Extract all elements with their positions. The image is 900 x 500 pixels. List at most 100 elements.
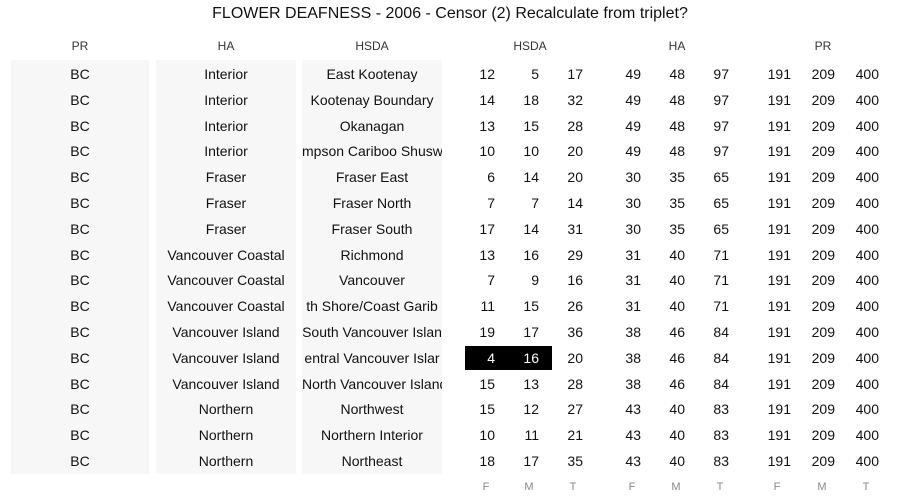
cell-ha[interactable]: Vancouver Coastal <box>167 272 285 288</box>
cell-ha-f[interactable]: 31 <box>625 272 641 288</box>
cell-pr-f[interactable]: 191 <box>767 376 791 392</box>
cell-pr-f[interactable]: 191 <box>767 143 791 159</box>
cell-hsda-t[interactable]: 21 <box>567 427 583 443</box>
cell-ha-f[interactable]: 31 <box>625 298 641 314</box>
cell-hsda[interactable]: Fraser North <box>332 195 412 211</box>
cell-pr-f[interactable]: 191 <box>767 221 791 237</box>
cell-hsda-f[interactable]: 12 <box>479 66 495 82</box>
cell-pr-t[interactable]: 400 <box>855 195 879 211</box>
cell-pr[interactable]: BC <box>70 298 90 314</box>
cell-ha[interactable]: Interior <box>204 92 248 108</box>
cell-pr[interactable]: BC <box>70 92 90 108</box>
cell-pr-f[interactable]: 191 <box>767 272 791 288</box>
cell-hsda-f[interactable]: 13 <box>479 118 495 134</box>
cell-pr[interactable]: BC <box>70 143 90 159</box>
cell-hsda-m[interactable]: 12 <box>523 401 539 417</box>
cell-hsda-f[interactable]: 19 <box>479 324 495 340</box>
cell-pr-t[interactable]: 400 <box>855 427 879 443</box>
cell-pr-t[interactable]: 400 <box>855 169 879 185</box>
cell-pr[interactable]: BC <box>70 169 90 185</box>
cell-ha-t[interactable]: 65 <box>713 195 729 211</box>
cell-hsda-m[interactable]: 11 <box>524 427 539 443</box>
cell-pr-m[interactable]: 209 <box>811 376 835 392</box>
cell-pr-f[interactable]: 191 <box>767 427 791 443</box>
cell-pr[interactable]: BC <box>70 376 90 392</box>
cell-hsda-m[interactable]: 16 <box>523 350 539 366</box>
cell-hsda-t[interactable]: 16 <box>567 272 583 288</box>
cell-ha-t[interactable]: 71 <box>713 298 729 314</box>
cell-hsda[interactable]: Vancouver <box>339 272 405 288</box>
cell-pr-f[interactable]: 191 <box>767 195 791 211</box>
cell-ha[interactable]: Fraser <box>205 195 247 211</box>
cell-pr-f[interactable]: 191 <box>767 92 791 108</box>
cell-ha-t[interactable]: 65 <box>713 221 729 237</box>
cell-pr-m[interactable]: 209 <box>811 195 835 211</box>
cell-hsda-t[interactable]: 17 <box>567 66 583 82</box>
cell-pr-f[interactable]: 191 <box>767 66 791 82</box>
cell-pr[interactable]: BC <box>70 324 90 340</box>
cell-ha-m[interactable]: 35 <box>669 195 685 211</box>
cell-pr-f[interactable]: 191 <box>767 401 791 417</box>
cell-ha[interactable]: Interior <box>204 118 248 134</box>
cell-pr-t[interactable]: 400 <box>855 272 879 288</box>
cell-hsda-f[interactable]: 7 <box>487 272 495 288</box>
cell-ha-m[interactable]: 35 <box>669 169 685 185</box>
cell-pr-f[interactable]: 191 <box>767 350 791 366</box>
cell-hsda-t[interactable]: 27 <box>567 401 583 417</box>
cell-ha-m[interactable]: 46 <box>669 376 685 392</box>
cell-hsda[interactable]: Fraser South <box>331 221 413 237</box>
cell-ha-m[interactable]: 48 <box>669 143 685 159</box>
cell-pr-t[interactable]: 400 <box>855 453 879 469</box>
cell-hsda[interactable]: mpson Cariboo Shusw <box>302 143 442 159</box>
cell-ha-m[interactable]: 40 <box>669 427 685 443</box>
cell-pr[interactable]: BC <box>70 272 90 288</box>
cell-hsda-f[interactable]: 10 <box>479 427 495 443</box>
cell-pr-t[interactable]: 400 <box>855 118 879 134</box>
cell-ha-f[interactable]: 38 <box>625 324 641 340</box>
cell-hsda-f[interactable]: 15 <box>479 376 495 392</box>
cell-pr-m[interactable]: 209 <box>811 221 835 237</box>
cell-pr-f[interactable]: 191 <box>767 118 791 134</box>
cell-ha[interactable]: Interior <box>204 66 248 82</box>
cell-ha[interactable]: Fraser <box>205 169 247 185</box>
cell-ha[interactable]: Vancouver Coastal <box>167 247 285 263</box>
cell-ha-t[interactable]: 97 <box>713 66 729 82</box>
cell-pr-m[interactable]: 209 <box>811 401 835 417</box>
cell-ha[interactable]: Vancouver Island <box>172 350 280 366</box>
cell-pr[interactable]: BC <box>70 453 90 469</box>
cell-hsda-m[interactable]: 17 <box>523 324 539 340</box>
cell-ha-m[interactable]: 40 <box>669 247 685 263</box>
cell-ha-f[interactable]: 38 <box>625 376 641 392</box>
cell-pr-m[interactable]: 209 <box>811 350 835 366</box>
cell-pr-f[interactable]: 191 <box>767 298 791 314</box>
cell-hsda-f[interactable]: 11 <box>480 298 495 314</box>
cell-ha-m[interactable]: 46 <box>669 350 685 366</box>
cell-hsda-m[interactable]: 5 <box>531 66 539 82</box>
cell-hsda-t[interactable]: 20 <box>567 143 583 159</box>
cell-ha-m[interactable]: 40 <box>669 453 685 469</box>
cell-ha-f[interactable]: 49 <box>625 66 641 82</box>
cell-hsda-t[interactable]: 26 <box>567 298 583 314</box>
cell-ha-m[interactable]: 48 <box>669 92 685 108</box>
cell-ha-m[interactable]: 40 <box>669 298 685 314</box>
cell-hsda-t[interactable]: 20 <box>567 350 583 366</box>
cell-pr-t[interactable]: 400 <box>855 376 879 392</box>
cell-ha[interactable]: Vancouver Coastal <box>167 298 285 314</box>
cell-hsda[interactable]: Kootenay Boundary <box>310 92 434 108</box>
cell-ha-t[interactable]: 83 <box>713 427 729 443</box>
cell-pr-m[interactable]: 209 <box>811 169 835 185</box>
cell-hsda[interactable]: East Kootenay <box>326 66 418 82</box>
cell-hsda-f[interactable]: 4 <box>487 350 495 366</box>
cell-hsda-f[interactable]: 6 <box>487 169 495 185</box>
cell-hsda-t[interactable]: 28 <box>567 118 583 134</box>
cell-hsda-m[interactable]: 16 <box>523 247 539 263</box>
cell-ha-m[interactable]: 40 <box>669 401 685 417</box>
cell-pr-t[interactable]: 400 <box>855 401 879 417</box>
cell-hsda-f[interactable]: 13 <box>479 247 495 263</box>
cell-hsda[interactable]: Northern Interior <box>321 427 423 443</box>
cell-ha-f[interactable]: 49 <box>625 118 641 134</box>
cell-pr-t[interactable]: 400 <box>855 350 879 366</box>
cell-ha-t[interactable]: 97 <box>713 92 729 108</box>
cell-ha-t[interactable]: 71 <box>713 247 729 263</box>
cell-pr[interactable]: BC <box>70 195 90 211</box>
